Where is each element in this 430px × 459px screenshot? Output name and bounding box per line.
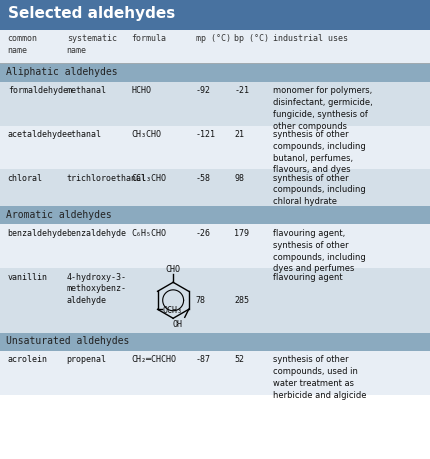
Text: trichloroethanal: trichloroethanal (67, 174, 147, 182)
Text: Aliphatic aldehydes: Aliphatic aldehydes (6, 67, 118, 77)
Text: 78: 78 (196, 296, 206, 304)
Text: C₆H₅CHO: C₆H₅CHO (131, 229, 166, 237)
Text: -92: -92 (196, 86, 211, 95)
Text: -58: -58 (196, 174, 211, 182)
Text: synthesis of other
compounds, including
chloral hydrate: synthesis of other compounds, including … (273, 174, 366, 206)
Text: benzaldehyde: benzaldehyde (67, 229, 127, 237)
Bar (0, 31, 430, 64)
Text: flavouring agent: flavouring agent (273, 272, 343, 281)
Text: Selected aldehydes: Selected aldehydes (8, 6, 175, 21)
Text: OH: OH (173, 319, 183, 329)
Bar (0, 126, 430, 170)
Bar (0, 333, 430, 351)
Text: -87: -87 (196, 355, 211, 364)
Text: mp (°C): mp (°C) (196, 34, 230, 43)
Bar (0, 170, 430, 207)
Bar (0, 207, 430, 225)
Text: methanal: methanal (67, 86, 107, 95)
Text: synthesis of other
compounds, used in
water treatment as
herbicide and algicide: synthesis of other compounds, used in wa… (273, 355, 366, 399)
Bar (0, 83, 430, 126)
Text: 21: 21 (234, 130, 244, 139)
Text: -21: -21 (234, 86, 249, 95)
Text: monomer for polymers,
disinfectant, germicide,
fungicide, synthesis of
other com: monomer for polymers, disinfectant, germ… (273, 86, 373, 130)
Text: OCH₃: OCH₃ (163, 306, 183, 314)
Text: Aromatic aldehydes: Aromatic aldehydes (6, 210, 112, 219)
Bar (0, 351, 430, 395)
Text: common
name: common name (8, 34, 38, 55)
Text: acrolein: acrolein (8, 355, 48, 364)
Text: bp (°C): bp (°C) (234, 34, 269, 43)
Text: HCHO: HCHO (131, 86, 151, 95)
Bar (0, 0, 430, 31)
Text: ethanal: ethanal (67, 130, 101, 139)
Text: 179: 179 (234, 229, 249, 237)
Text: 98: 98 (234, 174, 244, 182)
Text: CH₂═CHCHO: CH₂═CHCHO (131, 355, 176, 364)
Text: -26: -26 (196, 229, 211, 237)
Text: acetaldehyde: acetaldehyde (8, 130, 68, 139)
Text: benzaldehyde: benzaldehyde (8, 229, 68, 237)
Text: CHO: CHO (165, 265, 180, 274)
Text: industrial uses: industrial uses (273, 34, 348, 43)
Text: formula: formula (131, 34, 166, 43)
Text: chloral: chloral (8, 174, 43, 182)
Text: flavouring agent,
synthesis of other
compounds, including
dyes and perfumes: flavouring agent, synthesis of other com… (273, 229, 366, 273)
Bar (0, 269, 430, 333)
Text: 52: 52 (234, 355, 244, 364)
Text: 285: 285 (234, 296, 249, 304)
Text: CCl₃CHO: CCl₃CHO (131, 174, 166, 182)
Text: 4-hydroxy-3-
methoxybenz-
aldehyde: 4-hydroxy-3- methoxybenz- aldehyde (67, 272, 127, 304)
Text: CH₃CHO: CH₃CHO (131, 130, 161, 139)
Text: synthesis of other
compounds, including
butanol, perfumes,
flavours, and dyes: synthesis of other compounds, including … (273, 130, 366, 174)
Bar (0, 225, 430, 269)
Text: formaldehyde: formaldehyde (8, 86, 68, 95)
Text: vanillin: vanillin (8, 272, 48, 281)
Text: systematic
name: systematic name (67, 34, 117, 55)
Bar (0, 395, 430, 459)
Bar (0, 64, 430, 83)
Text: Unsaturated aldehydes: Unsaturated aldehydes (6, 336, 129, 346)
Text: -121: -121 (196, 130, 216, 139)
Text: propenal: propenal (67, 355, 107, 364)
